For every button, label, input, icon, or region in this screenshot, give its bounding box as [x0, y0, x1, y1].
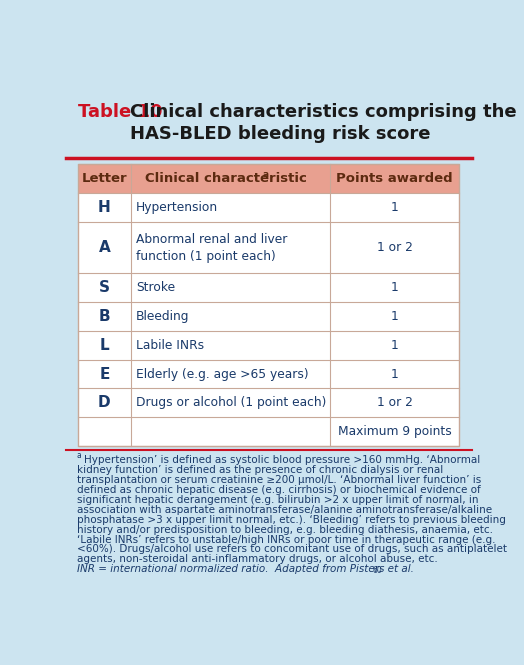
Bar: [78, 302, 460, 331]
Bar: [78, 388, 460, 417]
Text: Hypertension: Hypertension: [136, 201, 218, 214]
Text: S: S: [99, 281, 110, 295]
Text: association with aspartate aminotransferase/alanine aminotransferase/alkaline: association with aspartate aminotransfer…: [77, 505, 492, 515]
Text: Hypertension’ is defined as systolic blood pressure >160 mmHg. ‘Abnormal: Hypertension’ is defined as systolic blo…: [84, 455, 481, 465]
Bar: [78, 417, 460, 446]
Text: 1 or 2: 1 or 2: [377, 396, 412, 410]
Text: 60: 60: [373, 566, 383, 575]
Text: Elderly (e.g. age >65 years): Elderly (e.g. age >65 years): [136, 368, 309, 380]
Text: Clinical characteristic: Clinical characteristic: [145, 172, 307, 185]
Text: kidney function’ is defined as the presence of chronic dialysis or renal: kidney function’ is defined as the prese…: [77, 465, 443, 475]
Text: transplantation or serum creatinine ≥200 μmol/L. ‘Abnormal liver function’ is: transplantation or serum creatinine ≥200…: [77, 475, 481, 485]
Text: 1: 1: [391, 339, 398, 352]
Text: ‘Labile INRs’ refers to unstable/high INRs or poor time in therapeutic range (e.: ‘Labile INRs’ refers to unstable/high IN…: [77, 535, 495, 545]
Bar: [78, 221, 460, 273]
Text: significant hepatic derangement (e.g. bilirubin >2 x upper limit of normal, in: significant hepatic derangement (e.g. bi…: [77, 495, 478, 505]
Text: a: a: [263, 170, 269, 178]
Text: Clinical characteristics comprising the
HAS-BLED bleeding risk score: Clinical characteristics comprising the …: [129, 103, 516, 143]
Text: Abnormal renal and liver
function (1 point each): Abnormal renal and liver function (1 poi…: [136, 233, 287, 263]
Text: A: A: [99, 240, 110, 255]
Text: Letter: Letter: [82, 172, 127, 185]
Text: Stroke: Stroke: [136, 281, 175, 295]
Text: 1: 1: [391, 281, 398, 295]
Text: history and/or predisposition to bleeding, e.g. bleeding diathesis, anaemia, etc: history and/or predisposition to bleedin…: [77, 525, 493, 535]
Text: 1 or 2: 1 or 2: [377, 241, 412, 254]
Text: Drugs or alcohol (1 point each): Drugs or alcohol (1 point each): [136, 396, 326, 410]
Bar: [78, 164, 460, 193]
Text: E: E: [99, 366, 110, 382]
Text: Bleeding: Bleeding: [136, 310, 190, 323]
Bar: [78, 164, 460, 446]
Text: B: B: [99, 309, 110, 324]
Text: 1: 1: [391, 201, 398, 214]
Text: Table 10: Table 10: [78, 103, 162, 121]
Text: D: D: [98, 395, 111, 410]
Text: H: H: [98, 200, 111, 215]
Text: Points awarded: Points awarded: [336, 172, 453, 185]
Text: Maximum 9 points: Maximum 9 points: [337, 425, 451, 438]
Bar: [78, 331, 460, 360]
Bar: [78, 273, 460, 302]
Text: 1: 1: [391, 368, 398, 380]
Bar: [78, 193, 460, 221]
Text: agents, non-steroidal anti-inflammatory drugs, or alcohol abuse, etc.: agents, non-steroidal anti-inflammatory …: [77, 555, 438, 565]
Text: a: a: [77, 450, 82, 460]
Text: <60%). Drugs/alcohol use refers to concomitant use of drugs, such as antiplatele: <60%). Drugs/alcohol use refers to conco…: [77, 545, 507, 555]
Text: phosphatase >3 x upper limit normal, etc.). ‘Bleeding’ refers to previous bleedi: phosphatase >3 x upper limit normal, etc…: [77, 515, 506, 525]
Bar: [78, 360, 460, 388]
Text: Labile INRs: Labile INRs: [136, 339, 204, 352]
Text: L: L: [100, 338, 109, 353]
Text: defined as chronic hepatic disease (e.g. cirrhosis) or biochemical evidence of: defined as chronic hepatic disease (e.g.…: [77, 485, 481, 495]
Text: INR = international normalized ratio.  Adapted from Pisters et al.: INR = international normalized ratio. Ad…: [77, 565, 414, 575]
Text: 1: 1: [391, 310, 398, 323]
